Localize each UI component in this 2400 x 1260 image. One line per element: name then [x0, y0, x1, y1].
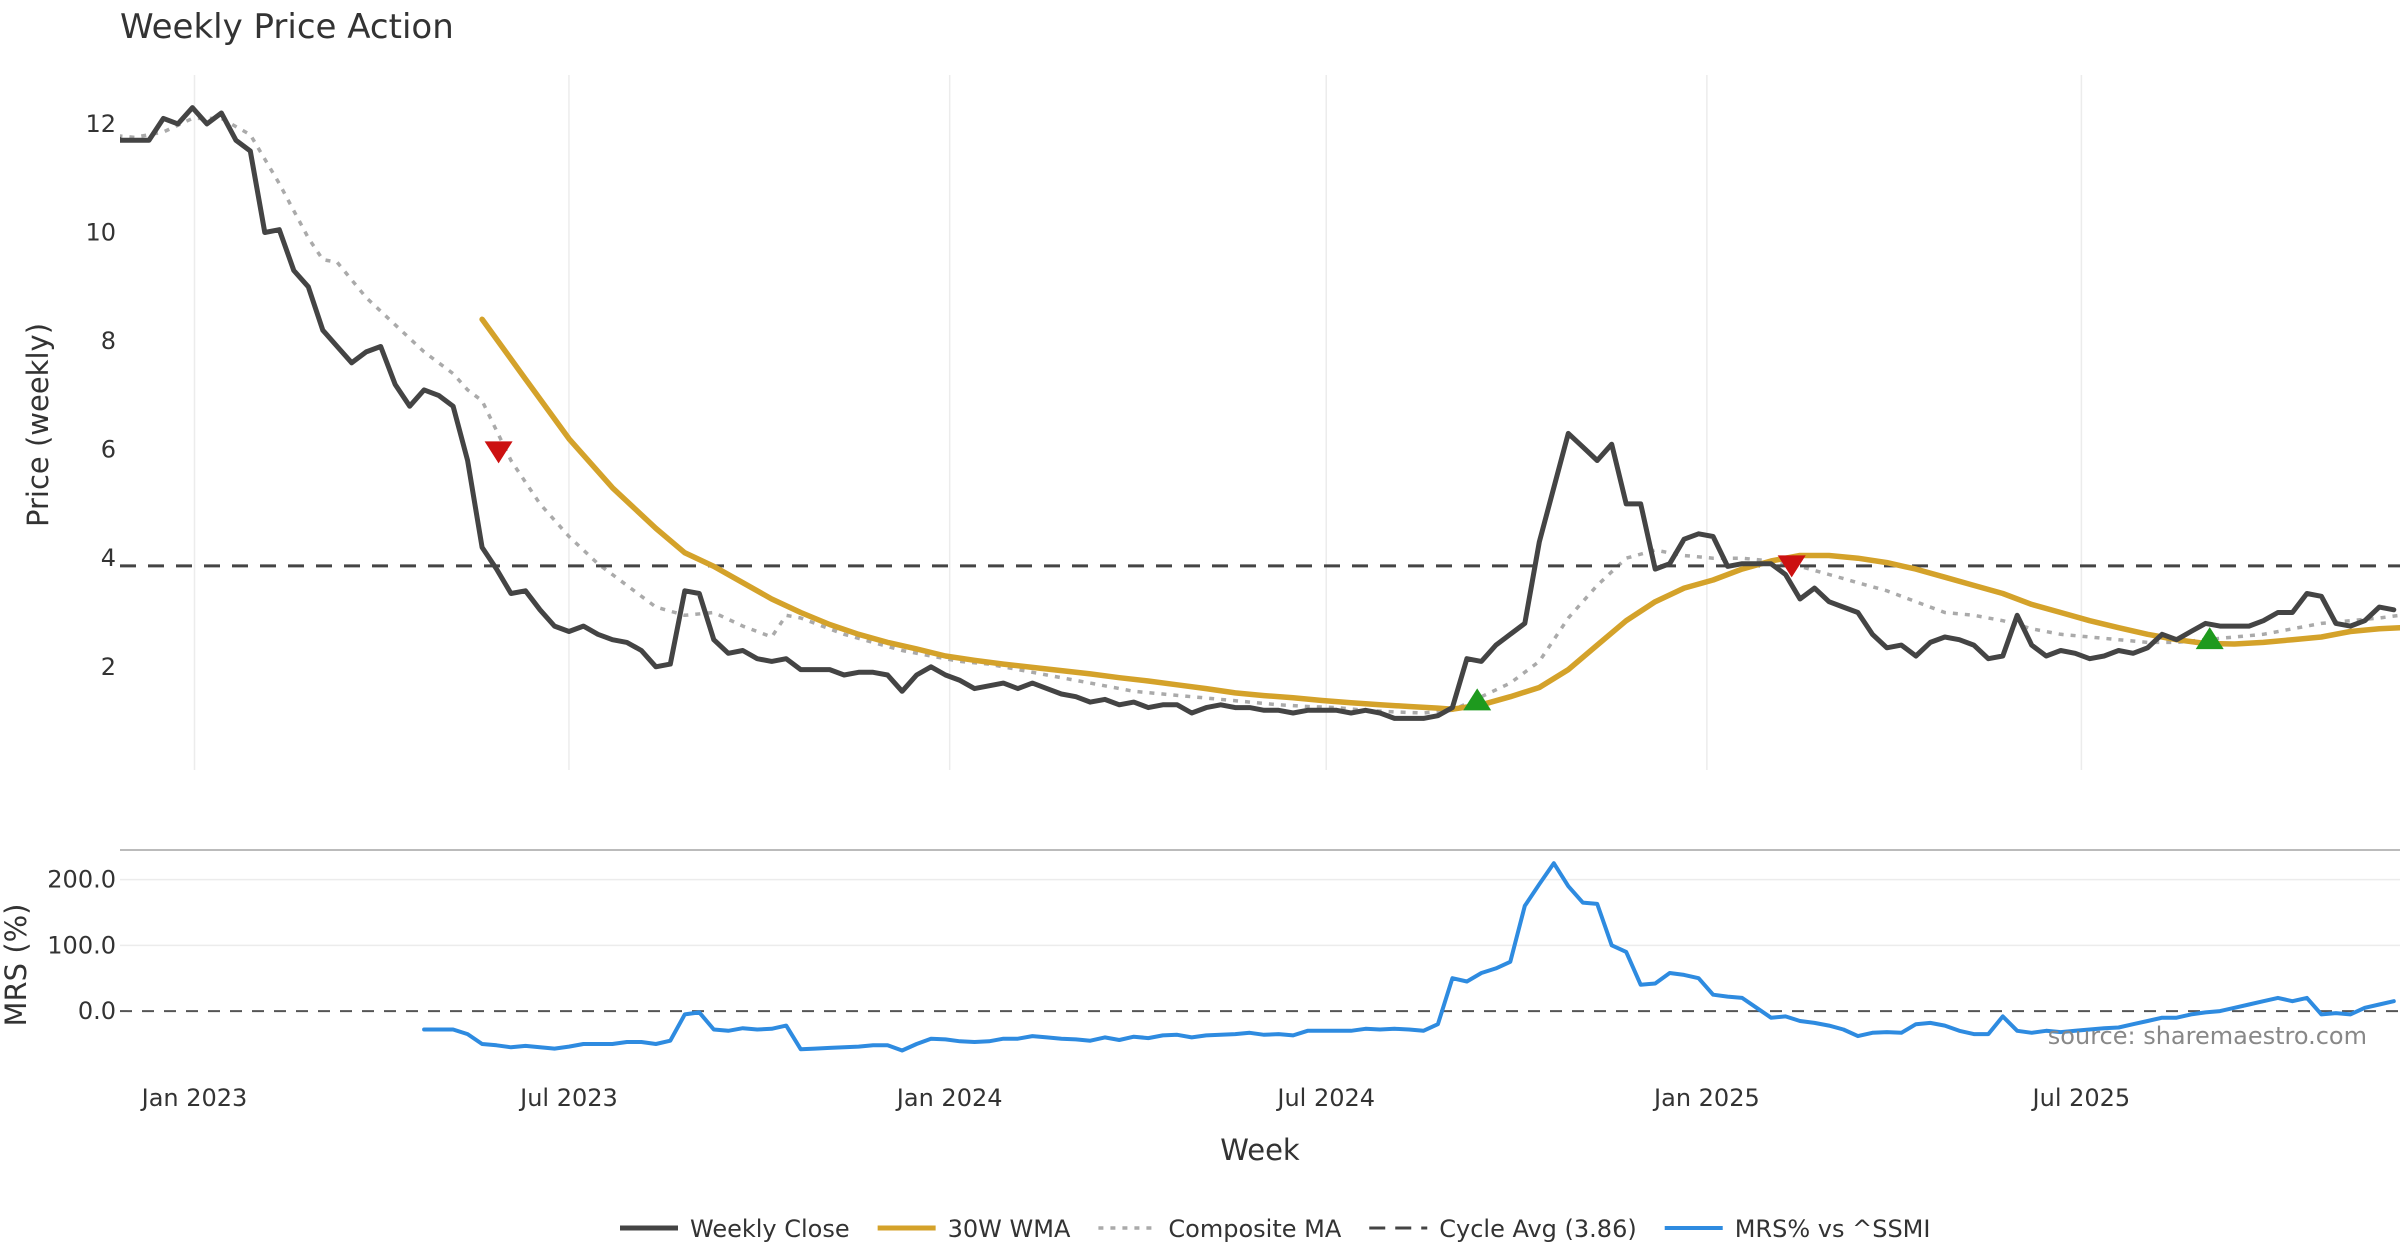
x-tick-label: Jul 2025 — [2031, 1084, 2131, 1112]
price-y-axis-label: Price (weekly) — [21, 323, 55, 527]
legend-label: Composite MA — [1168, 1215, 1341, 1243]
price-y-tick-label: 8 — [101, 327, 116, 355]
legend-label: Cycle Avg (3.86) — [1439, 1215, 1636, 1243]
x-axis-ticks: Jan 2023 Jul 2023 Jan 2024 Jul 2024 Jan 2025… — [140, 1084, 2131, 1112]
signal-markers — [484, 441, 2224, 711]
price-y-tick-label: 6 — [101, 436, 116, 464]
composite-ma-line — [120, 116, 2400, 715]
x-tick-label: Jan 2025 — [1652, 1084, 1760, 1112]
mrs-y-tick-label: 100.0 — [47, 931, 116, 959]
sell-signal-marker — [1777, 555, 1806, 578]
x-tick-label: Jul 2023 — [518, 1084, 618, 1112]
chart-title: Weekly Price Action — [120, 7, 454, 47]
mrs-y-axis-ticks: 0.0 100.0 200.0 — [47, 866, 116, 1026]
buy-signal-marker — [1463, 688, 1492, 711]
weekly-close-line — [120, 105, 2397, 721]
price-series-group — [120, 105, 2400, 721]
buy-signal-marker — [2195, 627, 2224, 650]
x-tick-label: Jan 2024 — [895, 1084, 1003, 1112]
legend-label: 30W WMA — [948, 1215, 1071, 1243]
legend: Weekly Close 30W WMA Composite MA Cycle Avg… — [620, 1215, 1930, 1243]
mrs-y-tick-label: 0.0 — [78, 997, 116, 1025]
x-tick-label: Jul 2024 — [1275, 1084, 1375, 1112]
price-y-tick-label: 4 — [101, 544, 116, 572]
price-y-axis-ticks: 2 4 6 8 10 12 — [85, 110, 116, 681]
mrs-vs-ssmi-line — [422, 861, 2396, 1053]
mrs-y-tick-label: 200.0 — [47, 866, 116, 894]
x-tick-label: Jan 2023 — [140, 1084, 248, 1112]
mrs-y-axis-label: MRS (%) — [0, 904, 33, 1027]
legend-label: Weekly Close — [690, 1215, 850, 1243]
source-credit: source: sharemaestro.com — [2048, 1022, 2367, 1050]
sell-signal-marker — [484, 441, 513, 464]
legend-label: MRS% vs ^SSMI — [1735, 1215, 1931, 1243]
price-y-tick-label: 10 — [85, 218, 116, 246]
price-gridlines — [193, 75, 2083, 770]
price-y-tick-label: 2 — [101, 653, 116, 681]
mrs-series-group — [422, 861, 2396, 1053]
x-axis-label: Week — [1220, 1133, 1300, 1167]
mrs-gridlines — [120, 878, 2400, 1013]
price-y-tick-label: 12 — [85, 110, 116, 138]
